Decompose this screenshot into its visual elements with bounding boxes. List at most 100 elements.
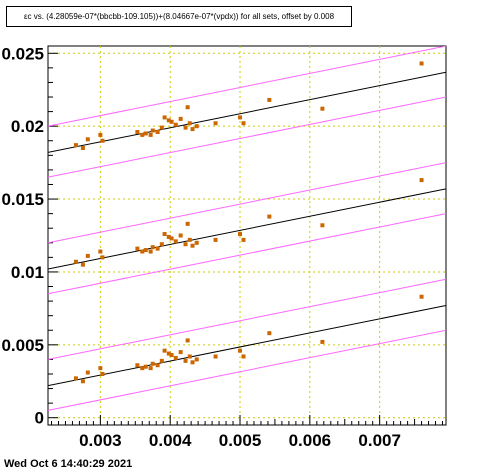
y-tick-label: 0.015 <box>1 190 44 209</box>
data-point <box>187 354 192 359</box>
data-point <box>173 355 178 360</box>
data-point <box>178 116 183 121</box>
data-point <box>85 253 90 258</box>
data-point <box>241 121 246 126</box>
data-point <box>183 125 188 130</box>
band-line <box>48 213 446 295</box>
data-point <box>241 354 246 359</box>
data-point <box>241 237 246 242</box>
data-point <box>238 348 243 353</box>
data-point <box>190 360 195 365</box>
data-point <box>143 131 148 136</box>
data-point <box>143 248 148 253</box>
data-point <box>150 128 155 133</box>
x-tick-label: 0.006 <box>289 431 332 450</box>
data-point <box>190 127 195 132</box>
data-point <box>213 121 218 126</box>
data-point <box>267 214 272 219</box>
data-point <box>419 178 424 183</box>
data-point <box>419 294 424 299</box>
data-point <box>183 242 188 247</box>
data-point <box>178 233 183 238</box>
data-point <box>73 376 78 381</box>
data-point <box>73 143 78 148</box>
data-point <box>183 358 188 363</box>
band-line <box>48 162 446 244</box>
data-point <box>140 249 145 254</box>
data-point <box>169 236 174 241</box>
data-point <box>140 366 145 371</box>
data-point <box>187 121 192 126</box>
data-point <box>143 364 148 369</box>
data-point <box>80 262 85 267</box>
data-point <box>100 138 105 143</box>
data-point <box>194 124 199 129</box>
data-point <box>267 97 272 102</box>
data-point <box>320 106 325 111</box>
data-point <box>166 234 171 239</box>
data-point <box>187 237 192 242</box>
data-point <box>135 246 140 251</box>
fit-line <box>48 188 446 270</box>
data-point <box>135 130 140 135</box>
y-tick-label: 0.005 <box>1 336 44 355</box>
data-point <box>155 363 160 368</box>
y-tick-label: 0.01 <box>11 263 44 282</box>
data-point <box>159 242 164 247</box>
x-tick-label: 0.005 <box>219 431 262 450</box>
data-point <box>419 61 424 66</box>
data-point <box>100 371 105 376</box>
data-point <box>173 239 178 244</box>
data-point <box>80 379 85 384</box>
y-tick-label: 0 <box>35 409 44 428</box>
data-point <box>194 240 199 245</box>
x-tick-label: 0.007 <box>358 431 401 450</box>
fit-line <box>48 71 446 153</box>
band-line <box>48 329 446 411</box>
data-point <box>166 118 171 123</box>
data-point <box>190 243 195 248</box>
data-point <box>98 249 103 254</box>
data-point <box>148 132 153 137</box>
plot-frame <box>47 45 447 426</box>
data-point <box>173 122 178 127</box>
data-point <box>267 331 272 336</box>
data-point <box>80 146 85 151</box>
data-point <box>135 363 140 368</box>
data-point <box>185 105 190 110</box>
y-tick-label: 0.02 <box>11 117 44 136</box>
data-point <box>169 119 174 124</box>
data-point <box>98 366 103 371</box>
data-point <box>185 338 190 343</box>
band-line <box>48 278 446 360</box>
chart-title-box: εc vs. (4.28059e-07*(bbcbb-109.105))+(8.… <box>6 6 352 27</box>
timestamp: Wed Oct 6 14:40:29 2021 <box>4 458 133 470</box>
data-point <box>213 237 218 242</box>
data-point <box>155 246 160 251</box>
data-point <box>162 232 167 237</box>
data-point <box>320 339 325 344</box>
band-line <box>48 96 446 178</box>
fit-line <box>48 304 446 387</box>
data-point <box>178 350 183 355</box>
data-point <box>150 245 155 250</box>
data-point <box>162 348 167 353</box>
data-point <box>155 130 160 135</box>
chart-title: εc vs. (4.28059e-07*(bbcbb-109.105))+(8.… <box>23 12 335 21</box>
data-point <box>159 358 164 363</box>
data-point <box>98 132 103 137</box>
data-point <box>185 221 190 226</box>
data-point <box>194 357 199 362</box>
x-tick-label: 0.003 <box>79 431 122 450</box>
data-point <box>73 259 78 264</box>
data-point <box>320 223 325 228</box>
y-tick-label: 0.025 <box>1 44 44 63</box>
data-point <box>148 249 153 254</box>
data-point <box>85 137 90 142</box>
data-point <box>238 115 243 120</box>
data-point <box>148 366 153 371</box>
band-line <box>48 46 446 127</box>
data-point <box>238 232 243 237</box>
data-point <box>166 351 171 356</box>
